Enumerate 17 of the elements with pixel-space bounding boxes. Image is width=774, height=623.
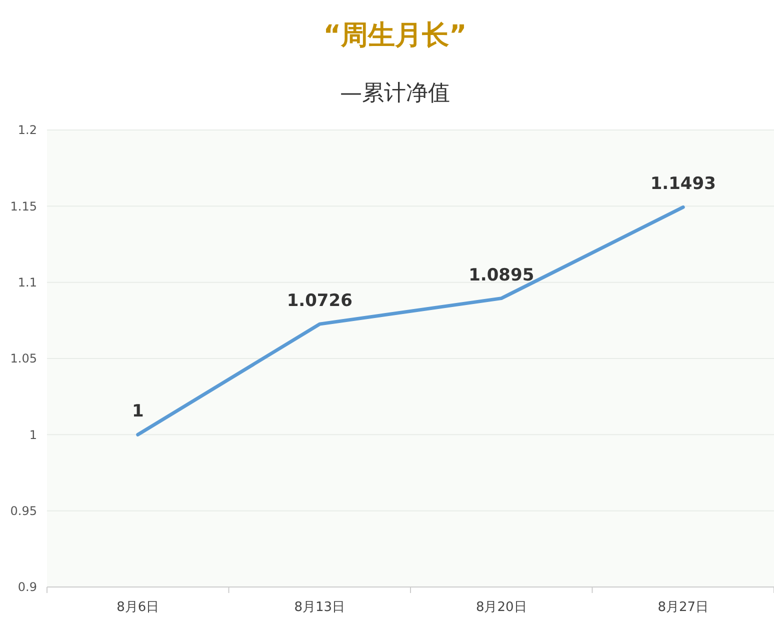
y-tick-label: 1.2 (18, 123, 37, 138)
data-label: 1.1493 (650, 174, 716, 194)
chart-subtitle: —累计净值 (340, 81, 450, 106)
y-tick-label: 0.9 (18, 580, 37, 594)
x-tick-label: 8月20日 (476, 600, 527, 615)
y-tick-label: 1.05 (10, 352, 37, 366)
x-tick-label: 8月6日 (116, 600, 160, 615)
y-tick-label: 0.95 (10, 504, 37, 518)
chart-title: “周生月长” (323, 20, 467, 51)
data-label: 1.0726 (286, 291, 352, 312)
y-tick-label: 1.1 (18, 276, 37, 290)
x-tick-label: 8月13日 (294, 600, 346, 615)
y-tick-label: 1.15 (10, 199, 37, 214)
data-label: 1.0895 (468, 265, 534, 286)
x-tick-label: 8月27日 (658, 600, 709, 615)
y-tick-label: 1 (29, 428, 37, 442)
data-label: 1 (132, 402, 144, 422)
